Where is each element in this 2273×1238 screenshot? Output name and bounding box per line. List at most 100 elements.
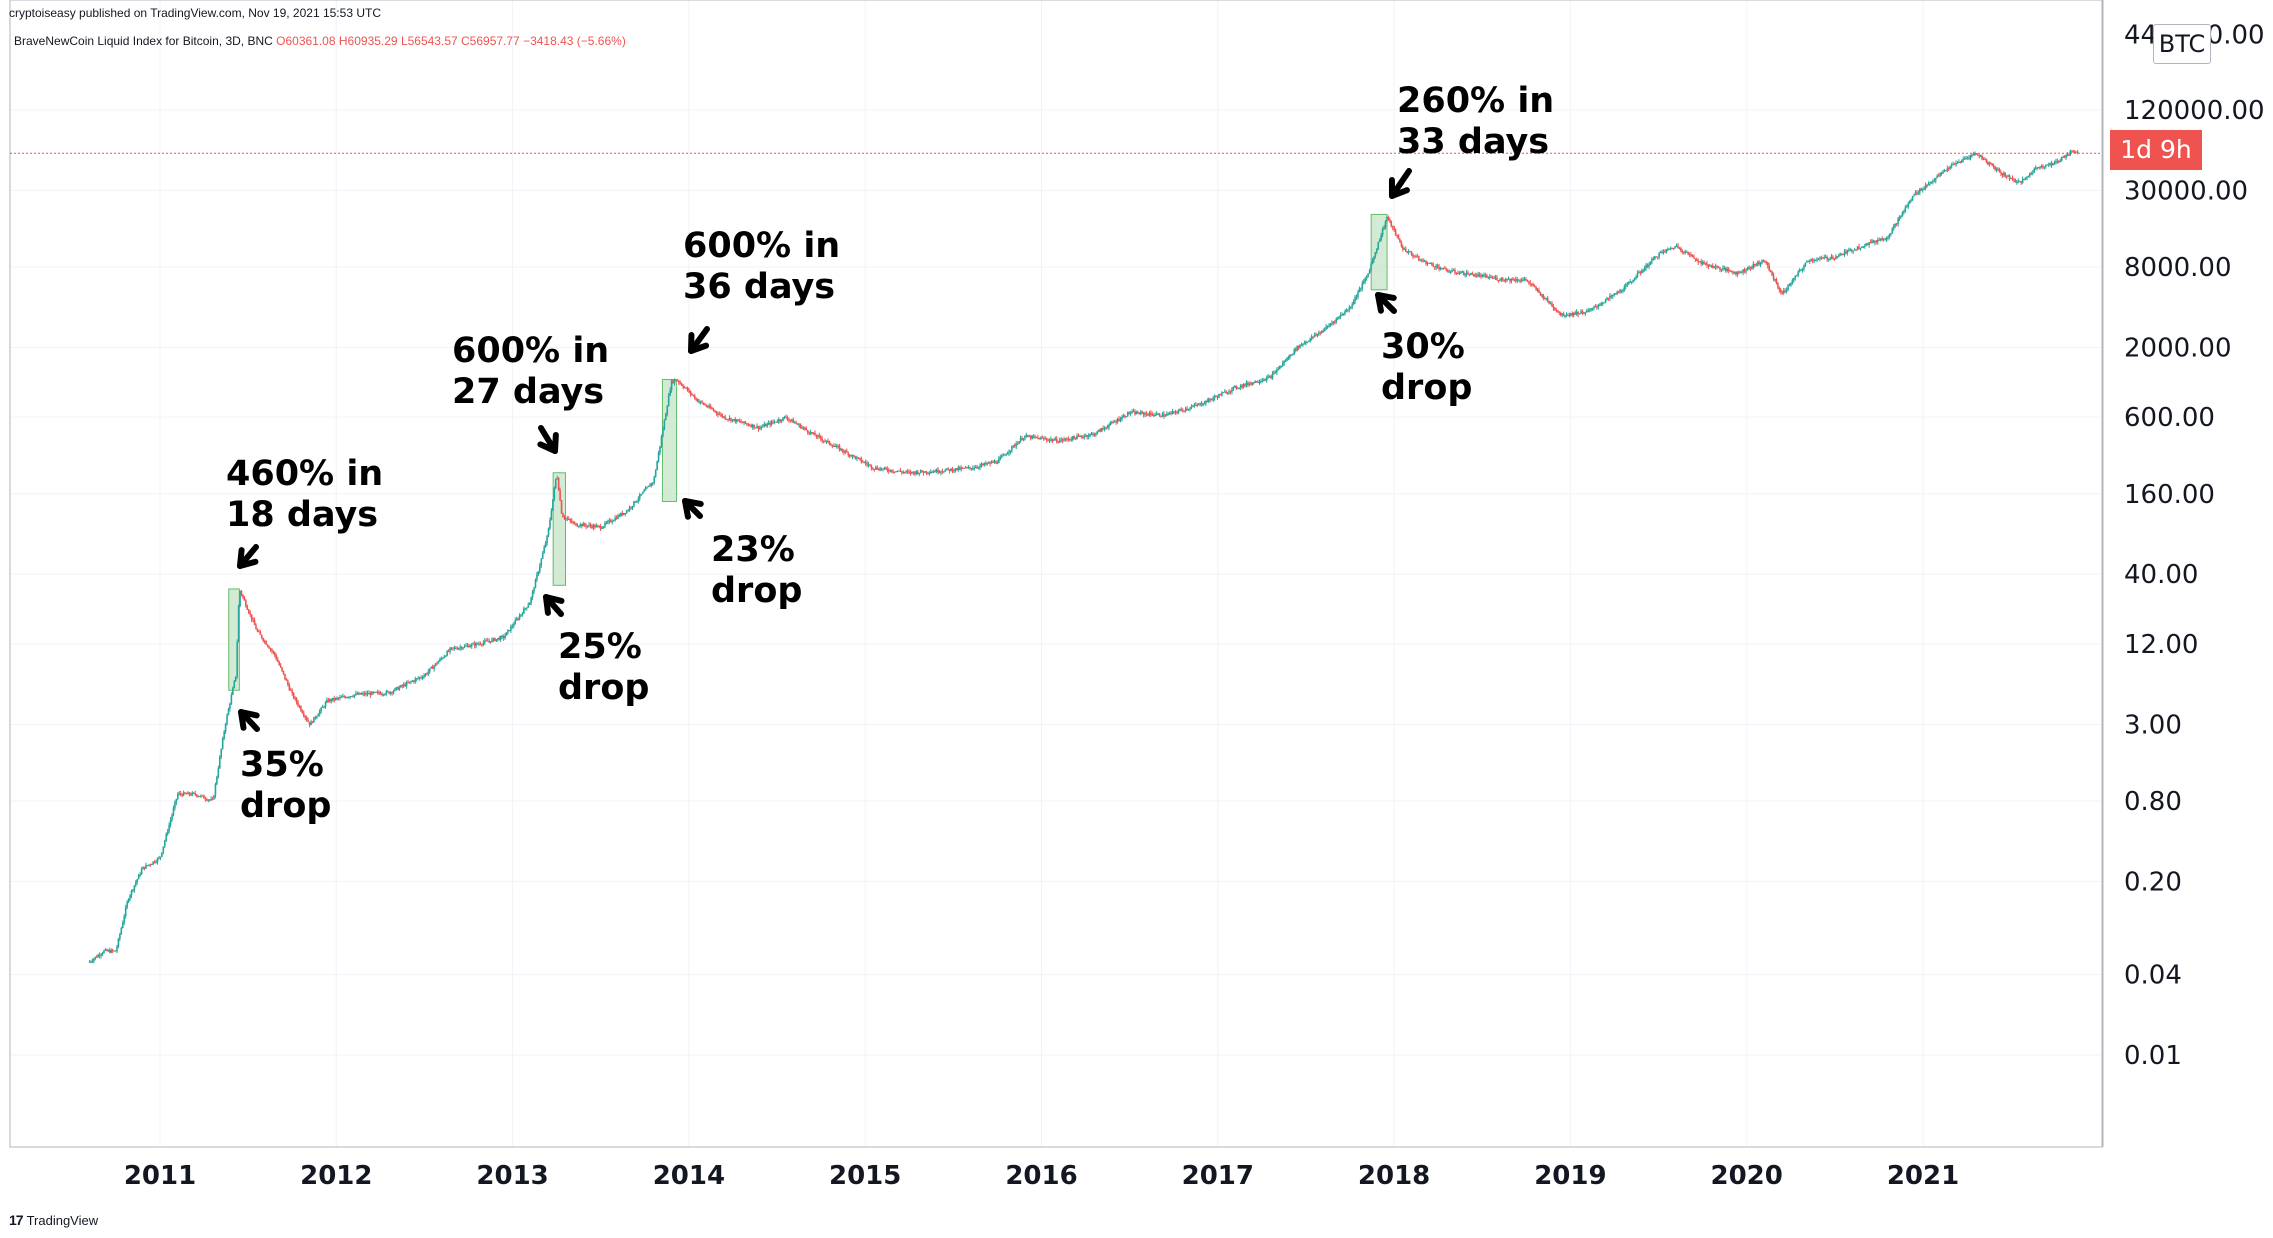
candle — [1378, 238, 1381, 243]
candle — [379, 691, 382, 695]
candle — [628, 505, 631, 513]
candle — [854, 456, 857, 460]
candle — [1659, 250, 1662, 254]
candle — [324, 700, 327, 709]
candle — [1410, 250, 1413, 257]
candle — [1503, 279, 1506, 283]
candle — [1310, 334, 1313, 341]
candle — [232, 686, 234, 696]
candle — [643, 488, 645, 493]
candle — [789, 419, 792, 423]
candle — [127, 898, 130, 904]
candle — [1389, 217, 1391, 224]
candle — [1106, 424, 1109, 429]
candle — [631, 505, 634, 511]
candle — [1264, 378, 1267, 382]
candle — [265, 640, 267, 645]
candle — [1677, 242, 1679, 249]
candle — [562, 512, 564, 518]
candle — [400, 684, 402, 688]
candle — [1254, 380, 1256, 383]
candle — [1642, 268, 1645, 273]
highlight-box — [661, 378, 678, 503]
candle — [2066, 152, 2069, 157]
candle — [1223, 389, 1226, 393]
candle — [899, 467, 902, 472]
candle — [572, 520, 574, 525]
candle — [1464, 272, 1466, 278]
candle — [1994, 165, 1996, 172]
candle — [2001, 172, 2004, 179]
candle — [764, 423, 767, 427]
candle — [1661, 249, 1663, 254]
candle — [1507, 276, 1510, 280]
candle — [1419, 258, 1422, 262]
candle — [945, 468, 948, 471]
candle — [1190, 404, 1193, 410]
candle — [1294, 347, 1297, 353]
candle — [1782, 287, 1785, 296]
candle — [847, 451, 850, 458]
candle — [133, 885, 136, 893]
candle — [725, 418, 728, 421]
tradingview-brand[interactable]: 17 TradingView — [9, 1212, 98, 1228]
candle — [2037, 166, 2040, 169]
candle — [1575, 309, 1578, 316]
candle — [1804, 262, 1807, 268]
candle — [1197, 403, 1200, 406]
candle — [1594, 304, 1597, 308]
candle — [673, 378, 676, 386]
candle — [938, 470, 941, 474]
candle — [692, 394, 695, 397]
candle — [1226, 391, 1229, 395]
candle — [1493, 275, 1495, 280]
candle — [1684, 249, 1687, 255]
candle — [817, 434, 819, 440]
candle — [1613, 292, 1616, 297]
candle — [567, 516, 570, 520]
candle — [1585, 308, 1588, 313]
candle — [397, 686, 399, 691]
candle — [1523, 276, 1526, 282]
candle — [1034, 434, 1036, 440]
candle — [924, 471, 926, 473]
candle — [1955, 160, 1957, 167]
candle — [1103, 426, 1106, 432]
candle — [366, 690, 369, 697]
candle — [1548, 300, 1550, 305]
currency-badge[interactable]: BTC — [2153, 24, 2211, 64]
candle — [919, 469, 922, 474]
candle — [691, 392, 693, 396]
candle — [1362, 278, 1365, 285]
candle — [494, 637, 496, 642]
candle — [1417, 255, 1420, 262]
candle — [1152, 413, 1155, 418]
candle — [1758, 260, 1760, 266]
bar-countdown-label: 1d 9h — [2110, 130, 2202, 170]
low-value: L56543.57 — [400, 34, 458, 48]
candle — [1300, 342, 1303, 347]
candle — [1299, 344, 1301, 349]
candle — [1236, 386, 1239, 390]
candle — [853, 454, 855, 458]
candle — [728, 415, 731, 421]
candle — [1680, 246, 1682, 253]
candle — [384, 693, 386, 696]
candle — [1840, 253, 1843, 256]
candle — [974, 464, 977, 469]
candle — [1959, 161, 1962, 164]
candle — [932, 469, 935, 474]
candle — [1496, 274, 1498, 281]
candle — [1743, 267, 1746, 274]
candle — [485, 638, 488, 642]
candle — [641, 491, 644, 495]
candle — [1711, 263, 1714, 269]
candle — [1168, 411, 1171, 416]
candle — [1134, 409, 1136, 416]
candle — [1066, 437, 1068, 442]
candle — [1866, 242, 1869, 246]
candle — [1698, 260, 1701, 263]
candle — [1894, 223, 1896, 229]
candle — [510, 624, 512, 633]
